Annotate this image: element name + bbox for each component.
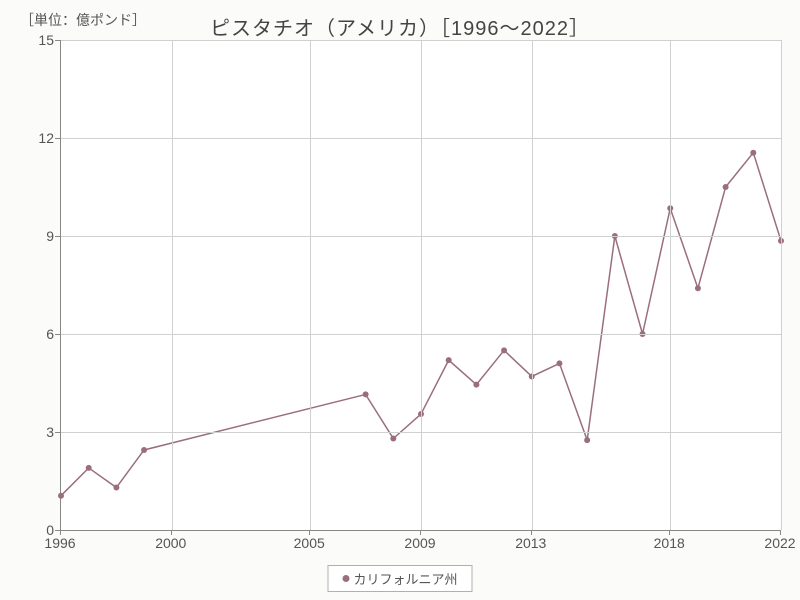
data-point bbox=[363, 391, 369, 397]
y-tick-mark bbox=[55, 334, 60, 335]
gridline-vertical bbox=[781, 40, 782, 530]
data-point bbox=[473, 382, 479, 388]
y-tick-mark bbox=[55, 236, 60, 237]
y-tick-label: 12 bbox=[14, 130, 54, 146]
data-point bbox=[141, 447, 147, 453]
data-point bbox=[390, 436, 396, 442]
chart-title: ピスタチオ（アメリカ）［1996～2022］ bbox=[0, 12, 800, 41]
x-tick-label: 2013 bbox=[515, 535, 546, 551]
data-point bbox=[750, 150, 756, 156]
y-tick-label: 9 bbox=[14, 228, 54, 244]
y-tick-label: 6 bbox=[14, 326, 54, 342]
legend-marker bbox=[342, 575, 349, 582]
x-tick-mark bbox=[531, 530, 532, 535]
legend-label: カリフォルニア州 bbox=[353, 569, 457, 588]
x-tick-label: 2022 bbox=[764, 535, 795, 551]
x-tick-mark bbox=[60, 530, 61, 535]
x-tick-label: 2000 bbox=[155, 535, 186, 551]
data-point bbox=[695, 285, 701, 291]
data-point bbox=[113, 485, 119, 491]
data-point bbox=[501, 347, 507, 353]
data-point bbox=[556, 360, 562, 366]
gridline-vertical bbox=[172, 40, 173, 530]
legend: カリフォルニア州 bbox=[327, 565, 472, 592]
x-tick-mark bbox=[780, 530, 781, 535]
data-point bbox=[86, 465, 92, 471]
y-tick-mark bbox=[55, 40, 60, 41]
x-tick-mark bbox=[309, 530, 310, 535]
gridline-vertical bbox=[670, 40, 671, 530]
y-tick-mark bbox=[55, 432, 60, 433]
plot-area bbox=[60, 40, 781, 531]
x-tick-label: 1996 bbox=[44, 535, 75, 551]
y-tick-label: 15 bbox=[14, 32, 54, 48]
x-tick-label: 2018 bbox=[654, 535, 685, 551]
chart-container: ［単位：億ポンド］ ピスタチオ（アメリカ）［1996～2022］ カリフォルニア… bbox=[0, 0, 800, 600]
data-point bbox=[446, 357, 452, 363]
x-tick-mark bbox=[669, 530, 670, 535]
gridline-vertical bbox=[310, 40, 311, 530]
y-tick-mark bbox=[55, 138, 60, 139]
x-tick-label: 2005 bbox=[294, 535, 325, 551]
gridline-vertical bbox=[421, 40, 422, 530]
data-point bbox=[58, 493, 64, 499]
data-point bbox=[584, 437, 590, 443]
gridline-vertical bbox=[532, 40, 533, 530]
data-point bbox=[723, 184, 729, 190]
x-tick-mark bbox=[420, 530, 421, 535]
x-tick-label: 2009 bbox=[404, 535, 435, 551]
x-tick-mark bbox=[171, 530, 172, 535]
y-tick-label: 3 bbox=[14, 424, 54, 440]
